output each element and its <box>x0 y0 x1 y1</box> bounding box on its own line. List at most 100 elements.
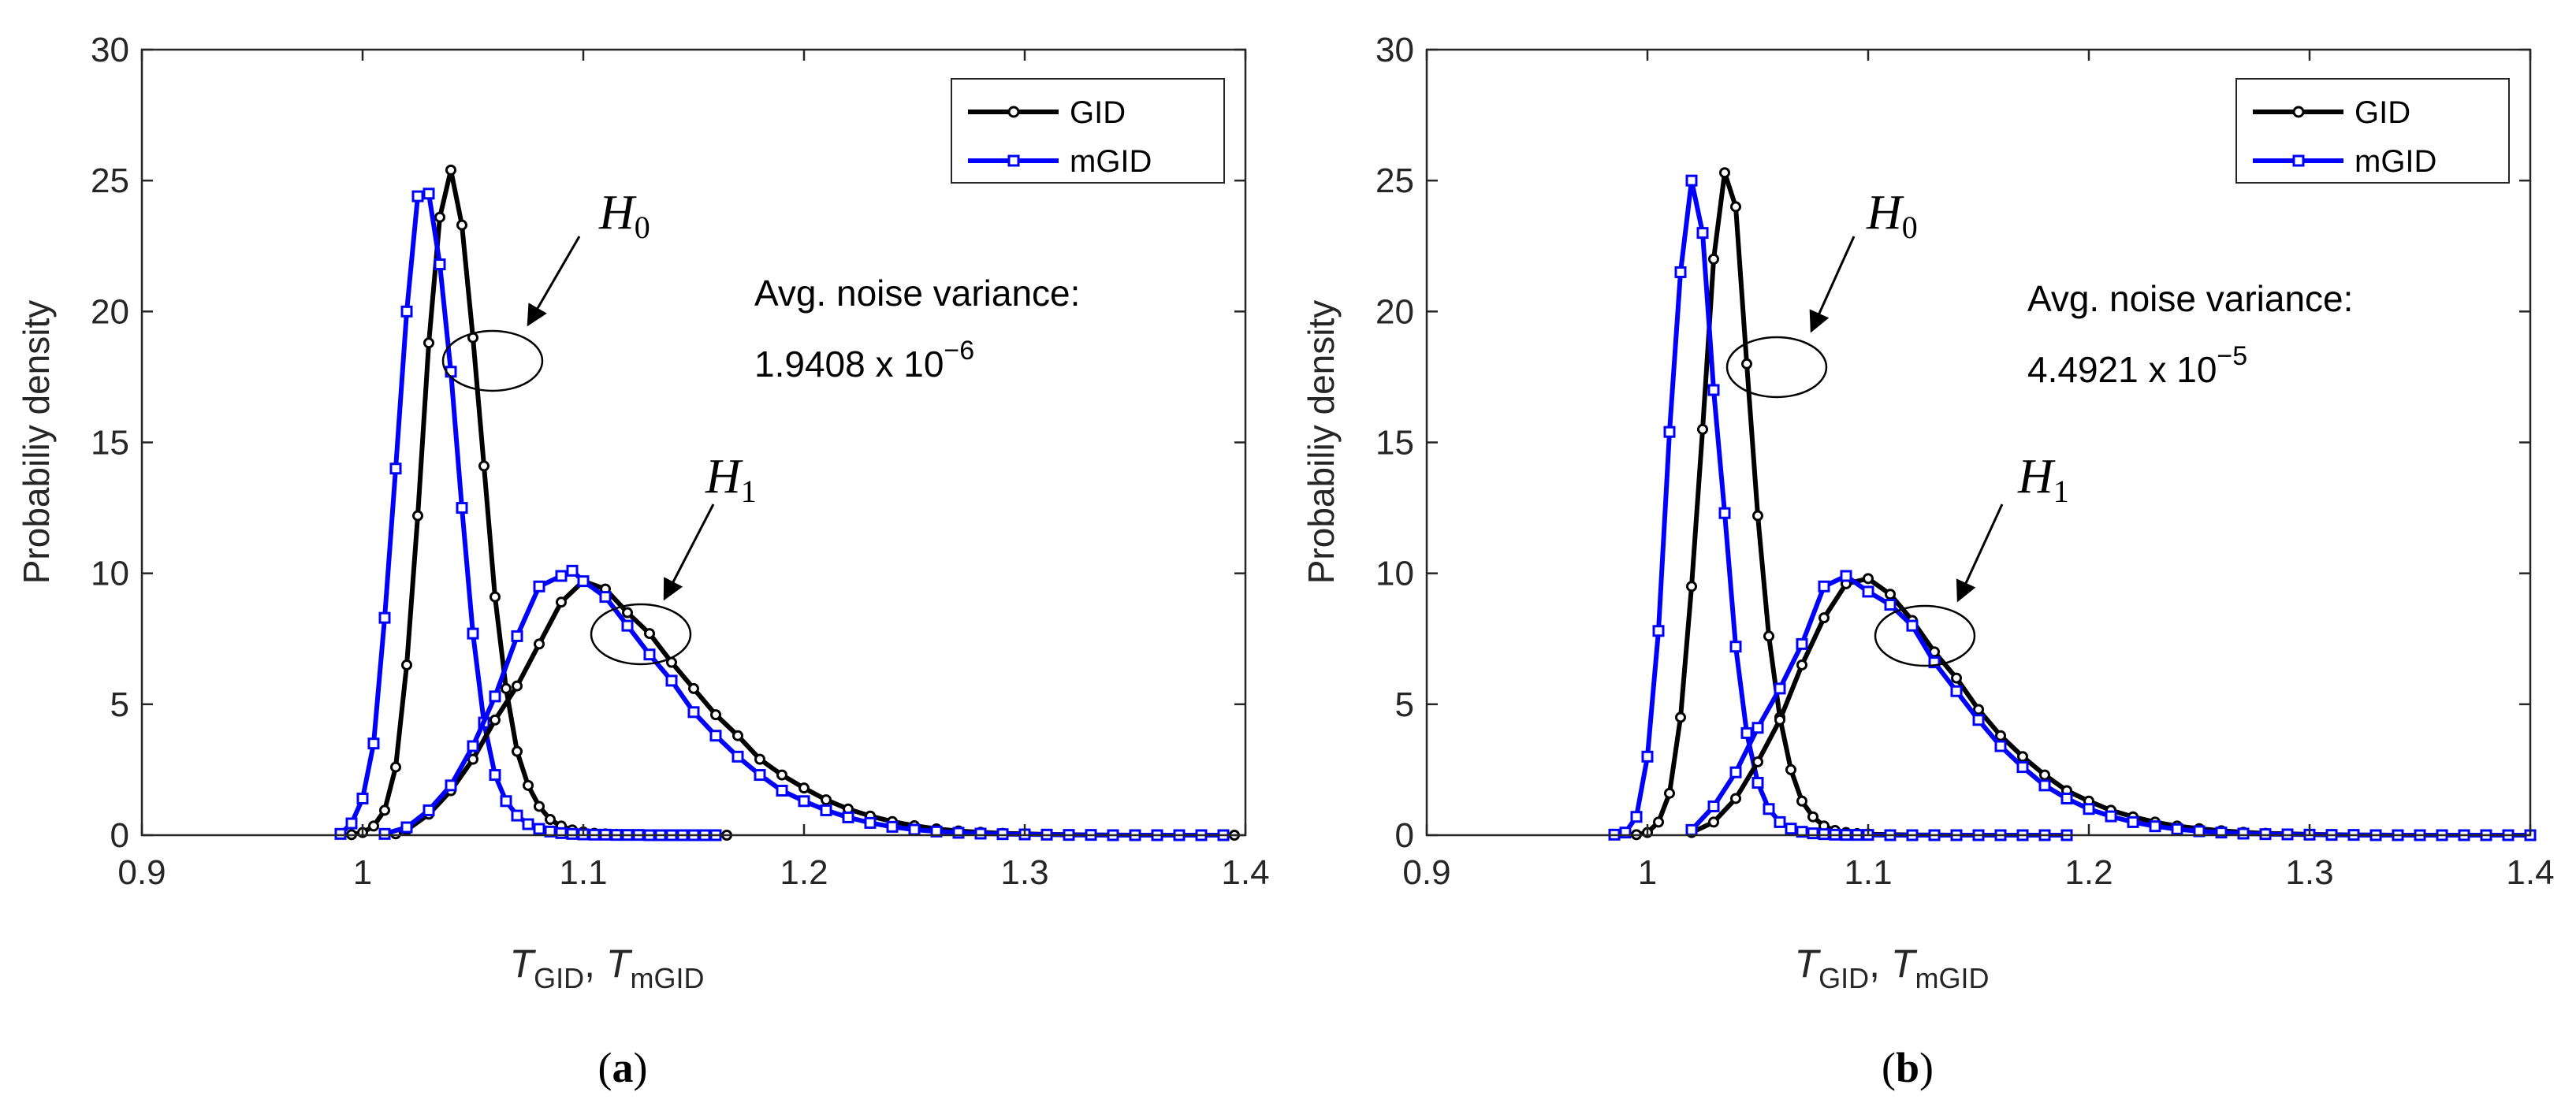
data-point <box>434 211 445 223</box>
h0-arrow <box>1809 236 1856 333</box>
data-point <box>1796 637 1808 650</box>
data-point <box>577 575 590 588</box>
data-point <box>974 827 987 840</box>
h0-arrow <box>527 236 581 327</box>
data-point <box>687 706 700 719</box>
legend-box <box>951 78 1225 184</box>
data-point <box>1840 570 1852 582</box>
h1-arrow <box>663 503 715 601</box>
data-point <box>1685 823 1698 836</box>
data-point <box>555 827 568 839</box>
data-point <box>379 804 390 816</box>
data-point <box>423 804 435 816</box>
data-point <box>1818 580 1830 593</box>
data-point <box>2017 751 2028 763</box>
x-tick-label: 1 <box>353 853 372 892</box>
data-point <box>534 638 545 650</box>
h1-arrow <box>1956 503 2004 603</box>
data-point <box>511 809 523 822</box>
data-point <box>1785 763 1796 775</box>
data-point <box>389 462 402 475</box>
data-point <box>621 619 634 632</box>
data-point <box>1796 826 1808 838</box>
x-tick-label: 1.1 <box>1844 853 1892 892</box>
legend-label-gid: GID <box>2355 95 2410 130</box>
data-point <box>1730 201 1741 213</box>
legend: GID mGID <box>951 78 1225 184</box>
data-point <box>1718 507 1731 519</box>
data-point <box>1763 803 1775 815</box>
tick-layer: 0.9 1 1.1 1.2 1.3 1.4 0 5 10 15 20 25 30 <box>1375 31 2555 892</box>
data-point <box>1729 766 1742 778</box>
data-point <box>334 827 347 840</box>
data-point <box>1796 659 1807 671</box>
data-point <box>821 794 832 806</box>
data-point <box>2083 803 2095 815</box>
data-point <box>1807 811 1818 823</box>
data-point <box>644 628 655 640</box>
data-point <box>710 709 721 721</box>
data-point <box>2127 815 2139 828</box>
data-point <box>378 827 391 840</box>
data-point <box>2171 823 2183 835</box>
data-point <box>512 680 523 692</box>
data-point <box>533 823 545 835</box>
data-point <box>754 769 766 782</box>
caption-b: (b) <box>1882 1044 1934 1091</box>
data-point <box>1863 573 1874 585</box>
data-point <box>1884 599 1897 611</box>
caption-a: (a) <box>598 1044 648 1091</box>
data-point <box>1740 726 1753 739</box>
data-point <box>445 779 457 792</box>
data-point <box>1796 795 1807 807</box>
data-point <box>1708 253 1719 265</box>
h0-ellipse <box>1725 336 1828 399</box>
data-point <box>368 820 379 832</box>
data-point <box>908 823 921 836</box>
x-tick-label: 0.9 <box>117 853 166 892</box>
data-point <box>1994 740 2007 752</box>
data-point <box>776 785 788 797</box>
data-point <box>523 779 534 791</box>
tick-layer: 0.9 1 1.1 1.2 1.3 1.4 0 5 10 15 20 25 30 <box>91 31 1270 892</box>
data-point <box>1995 730 2006 741</box>
y-tick-label: 30 <box>91 31 129 69</box>
y-tick-label: 20 <box>1375 292 1414 331</box>
data-point <box>545 814 556 826</box>
data-point <box>1951 672 1962 684</box>
data-point <box>1752 756 1763 767</box>
data-point <box>556 596 567 608</box>
h1-ellipse <box>1874 604 1976 667</box>
y-tick-label: 10 <box>1375 555 1414 593</box>
data-point <box>1730 793 1741 804</box>
chart-panel-b: 0.9 1 1.1 1.2 1.3 1.4 0 5 10 15 20 25 30 Probabiliy … <box>1301 31 2555 1091</box>
h0-ellipse <box>441 329 544 392</box>
data-point <box>886 820 899 833</box>
data-point <box>566 827 579 840</box>
h1-ellipse <box>590 603 692 666</box>
data-point <box>445 164 456 176</box>
data-point <box>544 825 557 838</box>
y-tick-label: 5 <box>1395 685 1414 724</box>
data-point <box>1906 619 1919 632</box>
legend-marker-mgid <box>1007 154 1020 167</box>
data-point <box>378 611 391 624</box>
h1-label: H1 <box>705 450 757 509</box>
data-point <box>1729 641 1742 653</box>
data-point <box>534 801 545 812</box>
data-point <box>2259 828 2272 841</box>
data-point <box>533 580 545 593</box>
data-point <box>500 795 512 808</box>
data-point <box>798 782 810 794</box>
data-point <box>423 337 434 349</box>
data-point <box>566 564 579 577</box>
legend-label-gid: GID <box>1070 95 1126 130</box>
y-axis-label: Probabiliy density <box>16 300 57 585</box>
data-point <box>1862 585 1874 598</box>
y-tick-label: 0 <box>1395 816 1414 855</box>
legend-box <box>2235 78 2510 184</box>
x-tick-label: 1.3 <box>1000 853 1048 892</box>
data-point <box>1973 704 1984 715</box>
data-point <box>665 674 678 687</box>
h0-label: H0 <box>598 186 650 245</box>
